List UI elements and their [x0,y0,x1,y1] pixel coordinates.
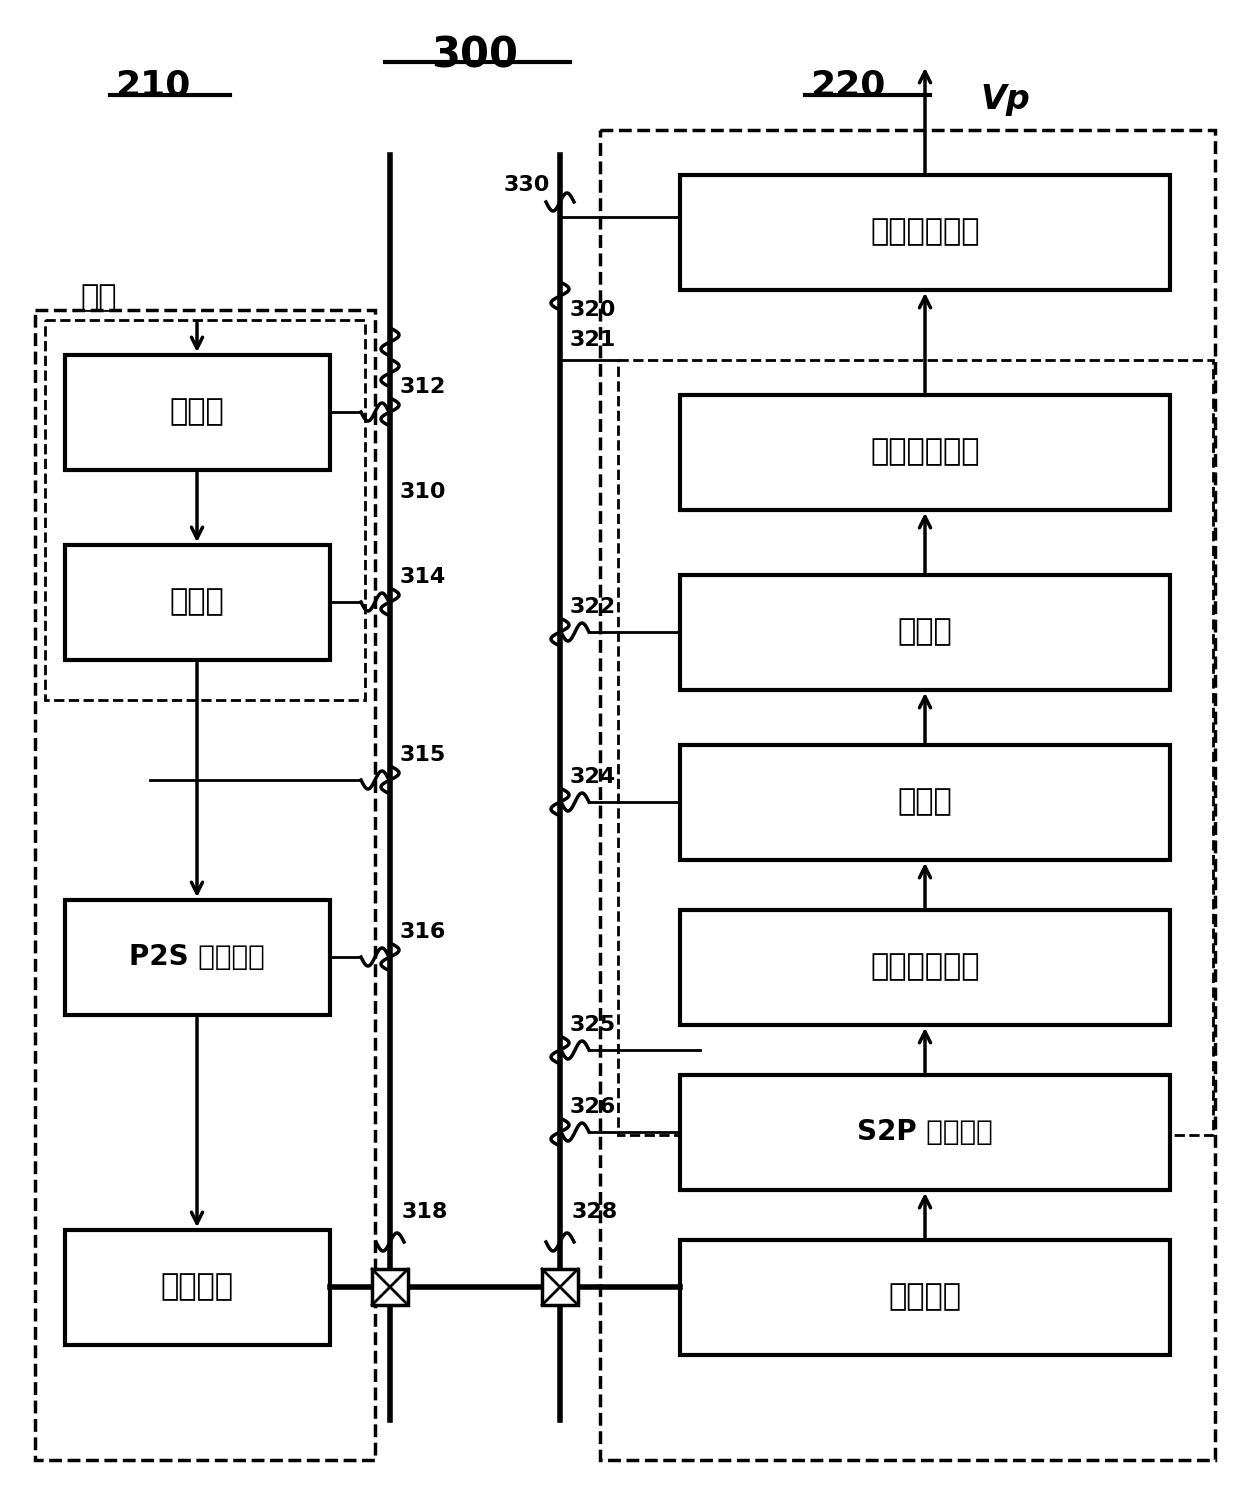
Text: 318: 318 [402,1202,449,1222]
Bar [680,911,1171,1025]
Bar [600,130,1215,1460]
Text: 328: 328 [572,1202,619,1222]
Bar [680,1075,1171,1190]
Text: S2P 转换部分: S2P 转换部分 [857,1117,993,1146]
Text: 字节布置部分: 字节布置部分 [870,953,980,982]
Text: 300: 300 [432,35,518,77]
Text: 解码器: 解码器 [898,788,952,817]
Bar [372,1268,408,1305]
Bar [45,320,365,701]
Bar [618,359,1213,1136]
Text: 数据驱动部分: 数据驱动部分 [870,217,980,246]
Text: Vp: Vp [980,83,1029,116]
Bar [64,355,330,470]
Text: 330: 330 [503,175,551,195]
Text: 312: 312 [401,378,446,397]
Text: 数据: 数据 [81,284,117,313]
Bar [64,1231,330,1345]
Bar [680,575,1171,690]
Text: 316: 316 [401,923,446,942]
Text: 210: 210 [115,68,191,103]
Text: 315: 315 [401,744,446,766]
Text: 322: 322 [570,596,616,618]
Bar [35,310,374,1460]
Text: 接收部分: 接收部分 [889,1282,961,1312]
Text: 324: 324 [570,767,616,787]
Bar [64,545,330,660]
Bar [680,1240,1171,1354]
Text: 传输部分: 传输部分 [160,1273,233,1302]
Text: 像素布置部分: 像素布置部分 [870,438,980,467]
Bar [64,900,330,1015]
Text: 326: 326 [570,1096,616,1117]
Text: 扰码器: 扰码器 [170,397,224,426]
Bar [680,396,1171,510]
Text: 解扰器: 解扰器 [898,618,952,646]
Text: 编码器: 编码器 [170,587,224,616]
Text: 314: 314 [401,566,446,587]
Text: 325: 325 [570,1015,616,1034]
Bar [680,175,1171,290]
Text: P2S 转换部分: P2S 转换部分 [129,944,265,971]
Text: 320: 320 [570,300,616,320]
Text: 310: 310 [401,482,446,501]
Bar [542,1268,578,1305]
Bar [680,744,1171,861]
Text: 220: 220 [810,68,885,103]
Text: 321: 321 [570,331,616,350]
